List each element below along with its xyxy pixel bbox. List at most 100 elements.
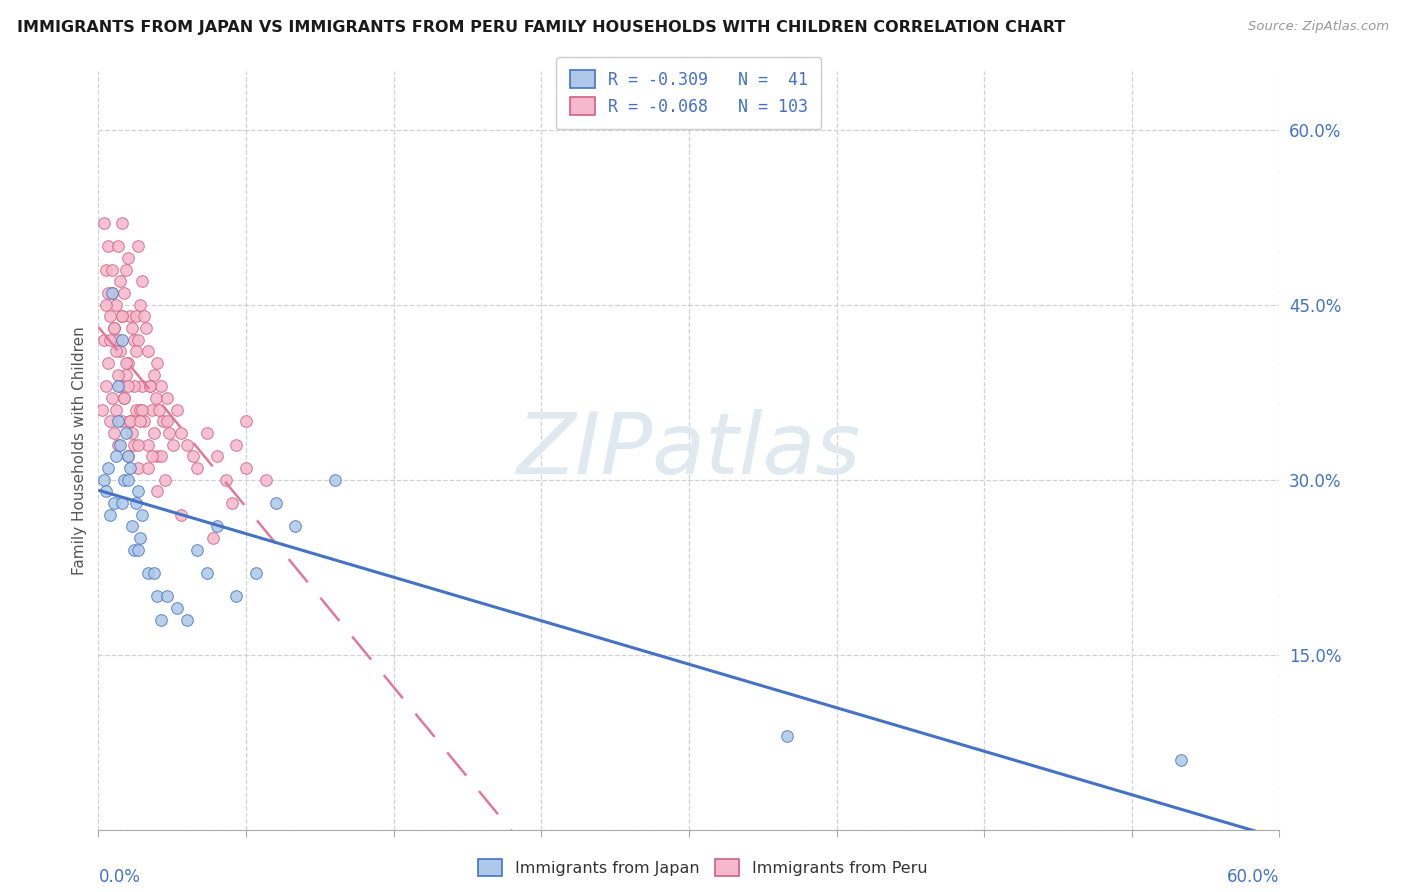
Point: [122, 542, 145, 557]
Point: [176, 613, 198, 627]
Point: [97, 461, 120, 475]
Point: [105, 344, 128, 359]
Point: [117, 251, 139, 265]
Point: [186, 542, 208, 557]
Point: [205, 450, 228, 464]
Point: [98, 310, 121, 324]
Point: [127, 461, 149, 475]
Point: [98, 508, 121, 522]
Point: [112, 391, 135, 405]
Point: [195, 425, 218, 440]
Point: [96, 484, 118, 499]
Point: [152, 414, 174, 428]
Point: [115, 262, 138, 277]
Point: [122, 333, 145, 347]
Point: [98, 414, 121, 428]
Point: [93, 473, 115, 487]
Point: [96, 298, 118, 312]
Point: [117, 450, 139, 464]
Point: [111, 310, 134, 324]
Point: [131, 379, 153, 393]
Point: [146, 356, 169, 370]
Point: [170, 425, 193, 440]
Point: [125, 402, 148, 417]
Point: [117, 473, 139, 487]
Point: [150, 379, 173, 393]
Point: [122, 437, 145, 451]
Point: [107, 239, 129, 253]
Point: [101, 285, 124, 300]
Point: [162, 437, 184, 451]
Point: [117, 379, 139, 393]
Point: [127, 542, 149, 557]
Point: [136, 461, 159, 475]
Point: [118, 414, 141, 428]
Point: [215, 473, 238, 487]
Point: [97, 239, 120, 253]
Point: [155, 473, 177, 487]
Legend: R = -0.309   N =  41, R = -0.068   N = 103: R = -0.309 N = 41, R = -0.068 N = 103: [557, 57, 821, 129]
Point: [107, 414, 129, 428]
Point: [156, 589, 179, 603]
Point: [141, 450, 163, 464]
Point: [103, 321, 125, 335]
Point: [112, 473, 135, 487]
Point: [122, 379, 145, 393]
Point: [225, 589, 247, 603]
Point: [284, 519, 307, 533]
Text: 60.0%: 60.0%: [1227, 869, 1279, 887]
Point: [131, 402, 153, 417]
Point: [105, 450, 128, 464]
Point: [121, 321, 143, 335]
Point: [117, 356, 139, 370]
Point: [118, 414, 141, 428]
Point: [201, 531, 224, 545]
Point: [141, 402, 163, 417]
Point: [111, 310, 134, 324]
Point: [127, 239, 149, 253]
Point: [111, 333, 134, 347]
Point: [107, 368, 129, 382]
Point: [146, 589, 169, 603]
Point: [96, 379, 118, 393]
Point: [254, 473, 277, 487]
Point: [115, 425, 138, 440]
Point: [1170, 753, 1192, 767]
Point: [107, 437, 129, 451]
Point: [128, 414, 150, 428]
Point: [136, 344, 159, 359]
Point: [146, 450, 169, 464]
Point: [111, 414, 134, 428]
Point: [150, 613, 173, 627]
Point: [166, 402, 188, 417]
Point: [96, 262, 118, 277]
Point: [136, 566, 159, 580]
Point: [108, 274, 131, 288]
Point: [170, 508, 193, 522]
Point: [128, 402, 150, 417]
Point: [121, 519, 143, 533]
Point: [115, 356, 138, 370]
Point: [117, 450, 139, 464]
Point: [111, 496, 134, 510]
Point: [148, 402, 170, 417]
Point: [121, 425, 143, 440]
Point: [225, 437, 247, 451]
Point: [323, 473, 346, 487]
Point: [131, 508, 153, 522]
Point: [127, 437, 149, 451]
Point: [107, 333, 129, 347]
Point: [138, 379, 160, 393]
Legend: Immigrants from Japan, Immigrants from Peru: Immigrants from Japan, Immigrants from P…: [470, 851, 936, 884]
Point: [146, 484, 169, 499]
Point: [118, 461, 141, 475]
Point: [776, 729, 799, 743]
Point: [166, 601, 188, 615]
Point: [93, 333, 115, 347]
Point: [156, 391, 179, 405]
Point: [97, 356, 120, 370]
Text: 0.0%: 0.0%: [98, 869, 141, 887]
Point: [138, 379, 160, 393]
Point: [157, 425, 180, 440]
Point: [108, 344, 131, 359]
